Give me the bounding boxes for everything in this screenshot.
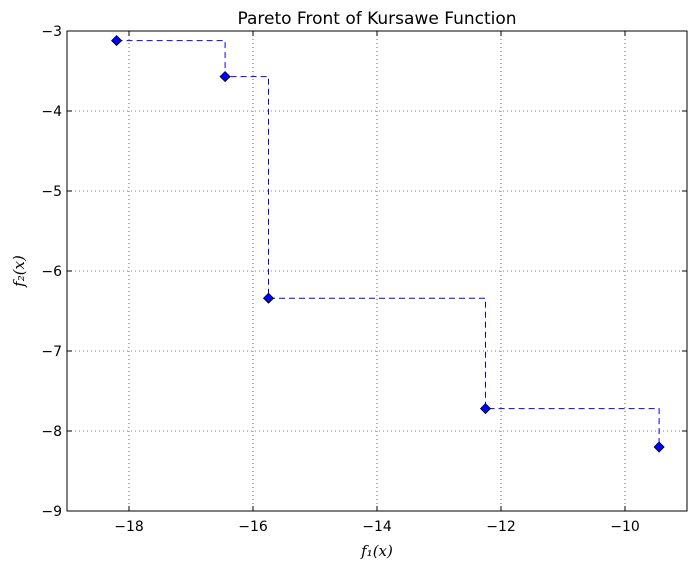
y-axis-label: f₂(x) (10, 255, 28, 288)
x-tick-label: −12 (486, 519, 516, 535)
y-tick-label: −4 (41, 104, 62, 120)
y-axis-ticks: −9 −8 −7 −6 −5 −4 −3 (41, 24, 687, 520)
y-tick-label: −9 (41, 504, 62, 520)
y-tick-label: −6 (41, 264, 62, 280)
x-tick-label: −18 (114, 519, 144, 535)
data-point-marker (479, 403, 492, 415)
y-tick-label: −7 (41, 344, 62, 360)
data-point-marker (111, 35, 123, 47)
grid (67, 30, 687, 512)
chart-title: Pareto Front of Kursawe Function (237, 9, 516, 29)
data-point-marker (219, 71, 231, 83)
y-tick-label: −3 (41, 24, 62, 40)
y-tick-label: −8 (41, 424, 62, 440)
series-group (111, 35, 665, 453)
y-tick-label: −5 (41, 184, 62, 200)
series-line (116, 40, 660, 447)
x-tick-label: −14 (362, 519, 392, 535)
x-axis-label: f₁(x) (360, 542, 393, 560)
x-tick-label: −16 (238, 519, 268, 535)
data-point-marker (262, 292, 275, 304)
x-tick-label: −10 (610, 519, 640, 535)
data-point-marker (653, 441, 665, 453)
plot-frame (66, 30, 688, 512)
x-axis-ticks: −18 −16 −14 −12 −10 (114, 31, 640, 535)
